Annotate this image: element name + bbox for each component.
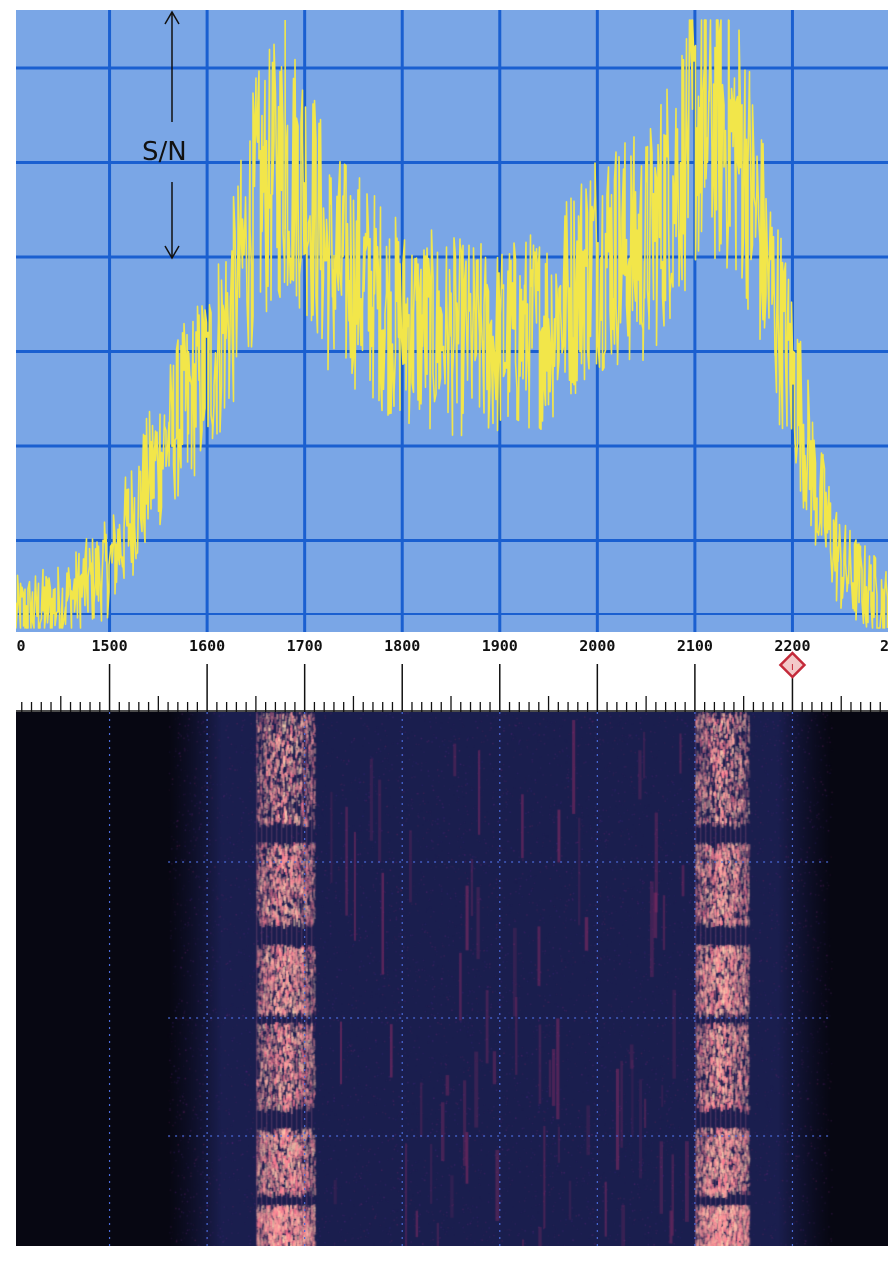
sn-arrowhead-up xyxy=(164,10,180,25)
spectrum-svg: S/N xyxy=(16,10,888,632)
tick-label: 2000 xyxy=(579,637,615,655)
tick-label: 1900 xyxy=(482,637,518,655)
tick-label: 2100 xyxy=(677,637,713,655)
sn-label: S/N xyxy=(142,137,187,167)
frequency-scale-svg: 400 1500 1600 1700 1800 1900 2000 2100 2200 23 ı xyxy=(16,637,888,712)
tick-label: 400 xyxy=(16,637,26,655)
frequency-scale: 400 1500 1600 1700 1800 1900 2000 2100 2200 23 ı xyxy=(16,632,888,712)
spectrum-plot: S/N xyxy=(16,10,888,632)
sn-arrowhead-down xyxy=(164,245,180,260)
spectrum-trace xyxy=(16,19,888,629)
waterfall-display xyxy=(16,712,888,1246)
waterfall-canvas xyxy=(16,712,888,1246)
waterfall-grid xyxy=(108,712,832,1246)
tick-label: 1700 xyxy=(287,637,323,655)
tick-label: 1800 xyxy=(384,637,420,655)
tick-label: 1600 xyxy=(189,637,225,655)
tick-label: 23 xyxy=(880,637,888,655)
tick-label: 2200 xyxy=(774,637,810,655)
marker-glyph: ı xyxy=(791,660,794,673)
tick-label: 1500 xyxy=(91,637,127,655)
frequency-marker-icon[interactable] xyxy=(778,651,807,679)
